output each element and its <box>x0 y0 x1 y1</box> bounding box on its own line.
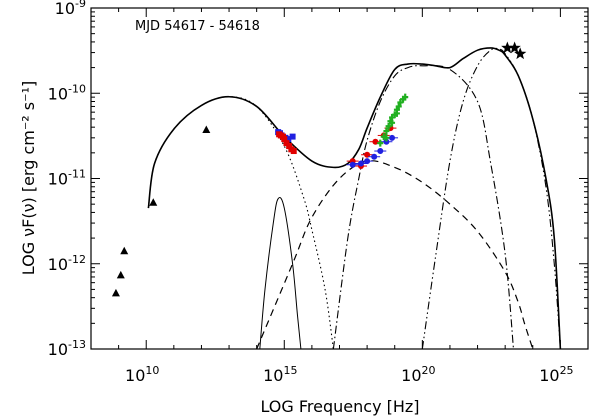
model-curve-dotted <box>147 96 334 349</box>
model-curve-dash-dot-dot <box>421 47 561 349</box>
model-curve-solid-thin <box>259 197 302 349</box>
data-points <box>111 41 527 297</box>
data-point-circle <box>383 138 390 145</box>
x-tick-label: 1020 <box>401 364 435 385</box>
y-tick-label: 10-13 <box>48 338 86 359</box>
x-tick-label: 1025 <box>539 364 573 385</box>
y-tick-label: 10-12 <box>48 253 86 274</box>
data-point-square <box>285 136 292 143</box>
model-curves <box>147 47 562 349</box>
data-point-circle <box>377 148 384 155</box>
data-point-triangle <box>120 246 129 255</box>
data-point-circle <box>357 160 364 167</box>
data-point-square <box>289 133 296 140</box>
data-point-triangle <box>149 198 158 206</box>
epoch-annotation: MJD 54617 - 54618 <box>135 19 260 34</box>
data-point-triangle <box>116 270 125 279</box>
data-point-circle <box>349 161 356 168</box>
x-tick-label: 1015 <box>263 364 297 385</box>
data-point-plus <box>393 109 400 117</box>
axis-ticks <box>90 8 589 350</box>
data-point-plus <box>402 93 409 101</box>
data-point-plus <box>377 139 384 147</box>
data-point-triangle <box>202 125 211 134</box>
data-point-circle <box>372 138 379 145</box>
data-point-triangle <box>111 288 120 297</box>
y-tick-label: 10-10 <box>48 82 86 103</box>
data-point-plus <box>389 119 396 127</box>
data-point-plus <box>385 122 392 130</box>
tick-labels: 1010 1015 1020 1025 10-13 10-12 10-11 10-10 10-9 <box>48 0 574 385</box>
data-point-square <box>281 136 288 143</box>
model-curve-dash-dot <box>332 64 515 349</box>
data-point-circle <box>364 151 371 158</box>
data-point-circle <box>364 158 371 165</box>
x-axis-label: LOG Frequency [Hz] <box>260 397 419 416</box>
y-tick-label: 10-11 <box>48 168 86 189</box>
data-point-star <box>514 47 527 60</box>
x-tick-label: 1010 <box>125 364 159 385</box>
data-point-circle <box>389 134 396 141</box>
y-axis-label: LOG νF(ν) [erg cm⁻² s⁻¹] <box>19 81 38 275</box>
data-point-plus <box>395 102 402 110</box>
data-point-star <box>508 41 521 54</box>
data-point-plus <box>383 134 390 142</box>
data-point-circle <box>371 153 378 160</box>
data-point-star <box>501 41 514 54</box>
data-point-square <box>290 148 297 155</box>
y-tick-label: 10-9 <box>55 0 86 18</box>
data-point-square <box>286 143 293 150</box>
data-point-plus <box>383 127 390 135</box>
